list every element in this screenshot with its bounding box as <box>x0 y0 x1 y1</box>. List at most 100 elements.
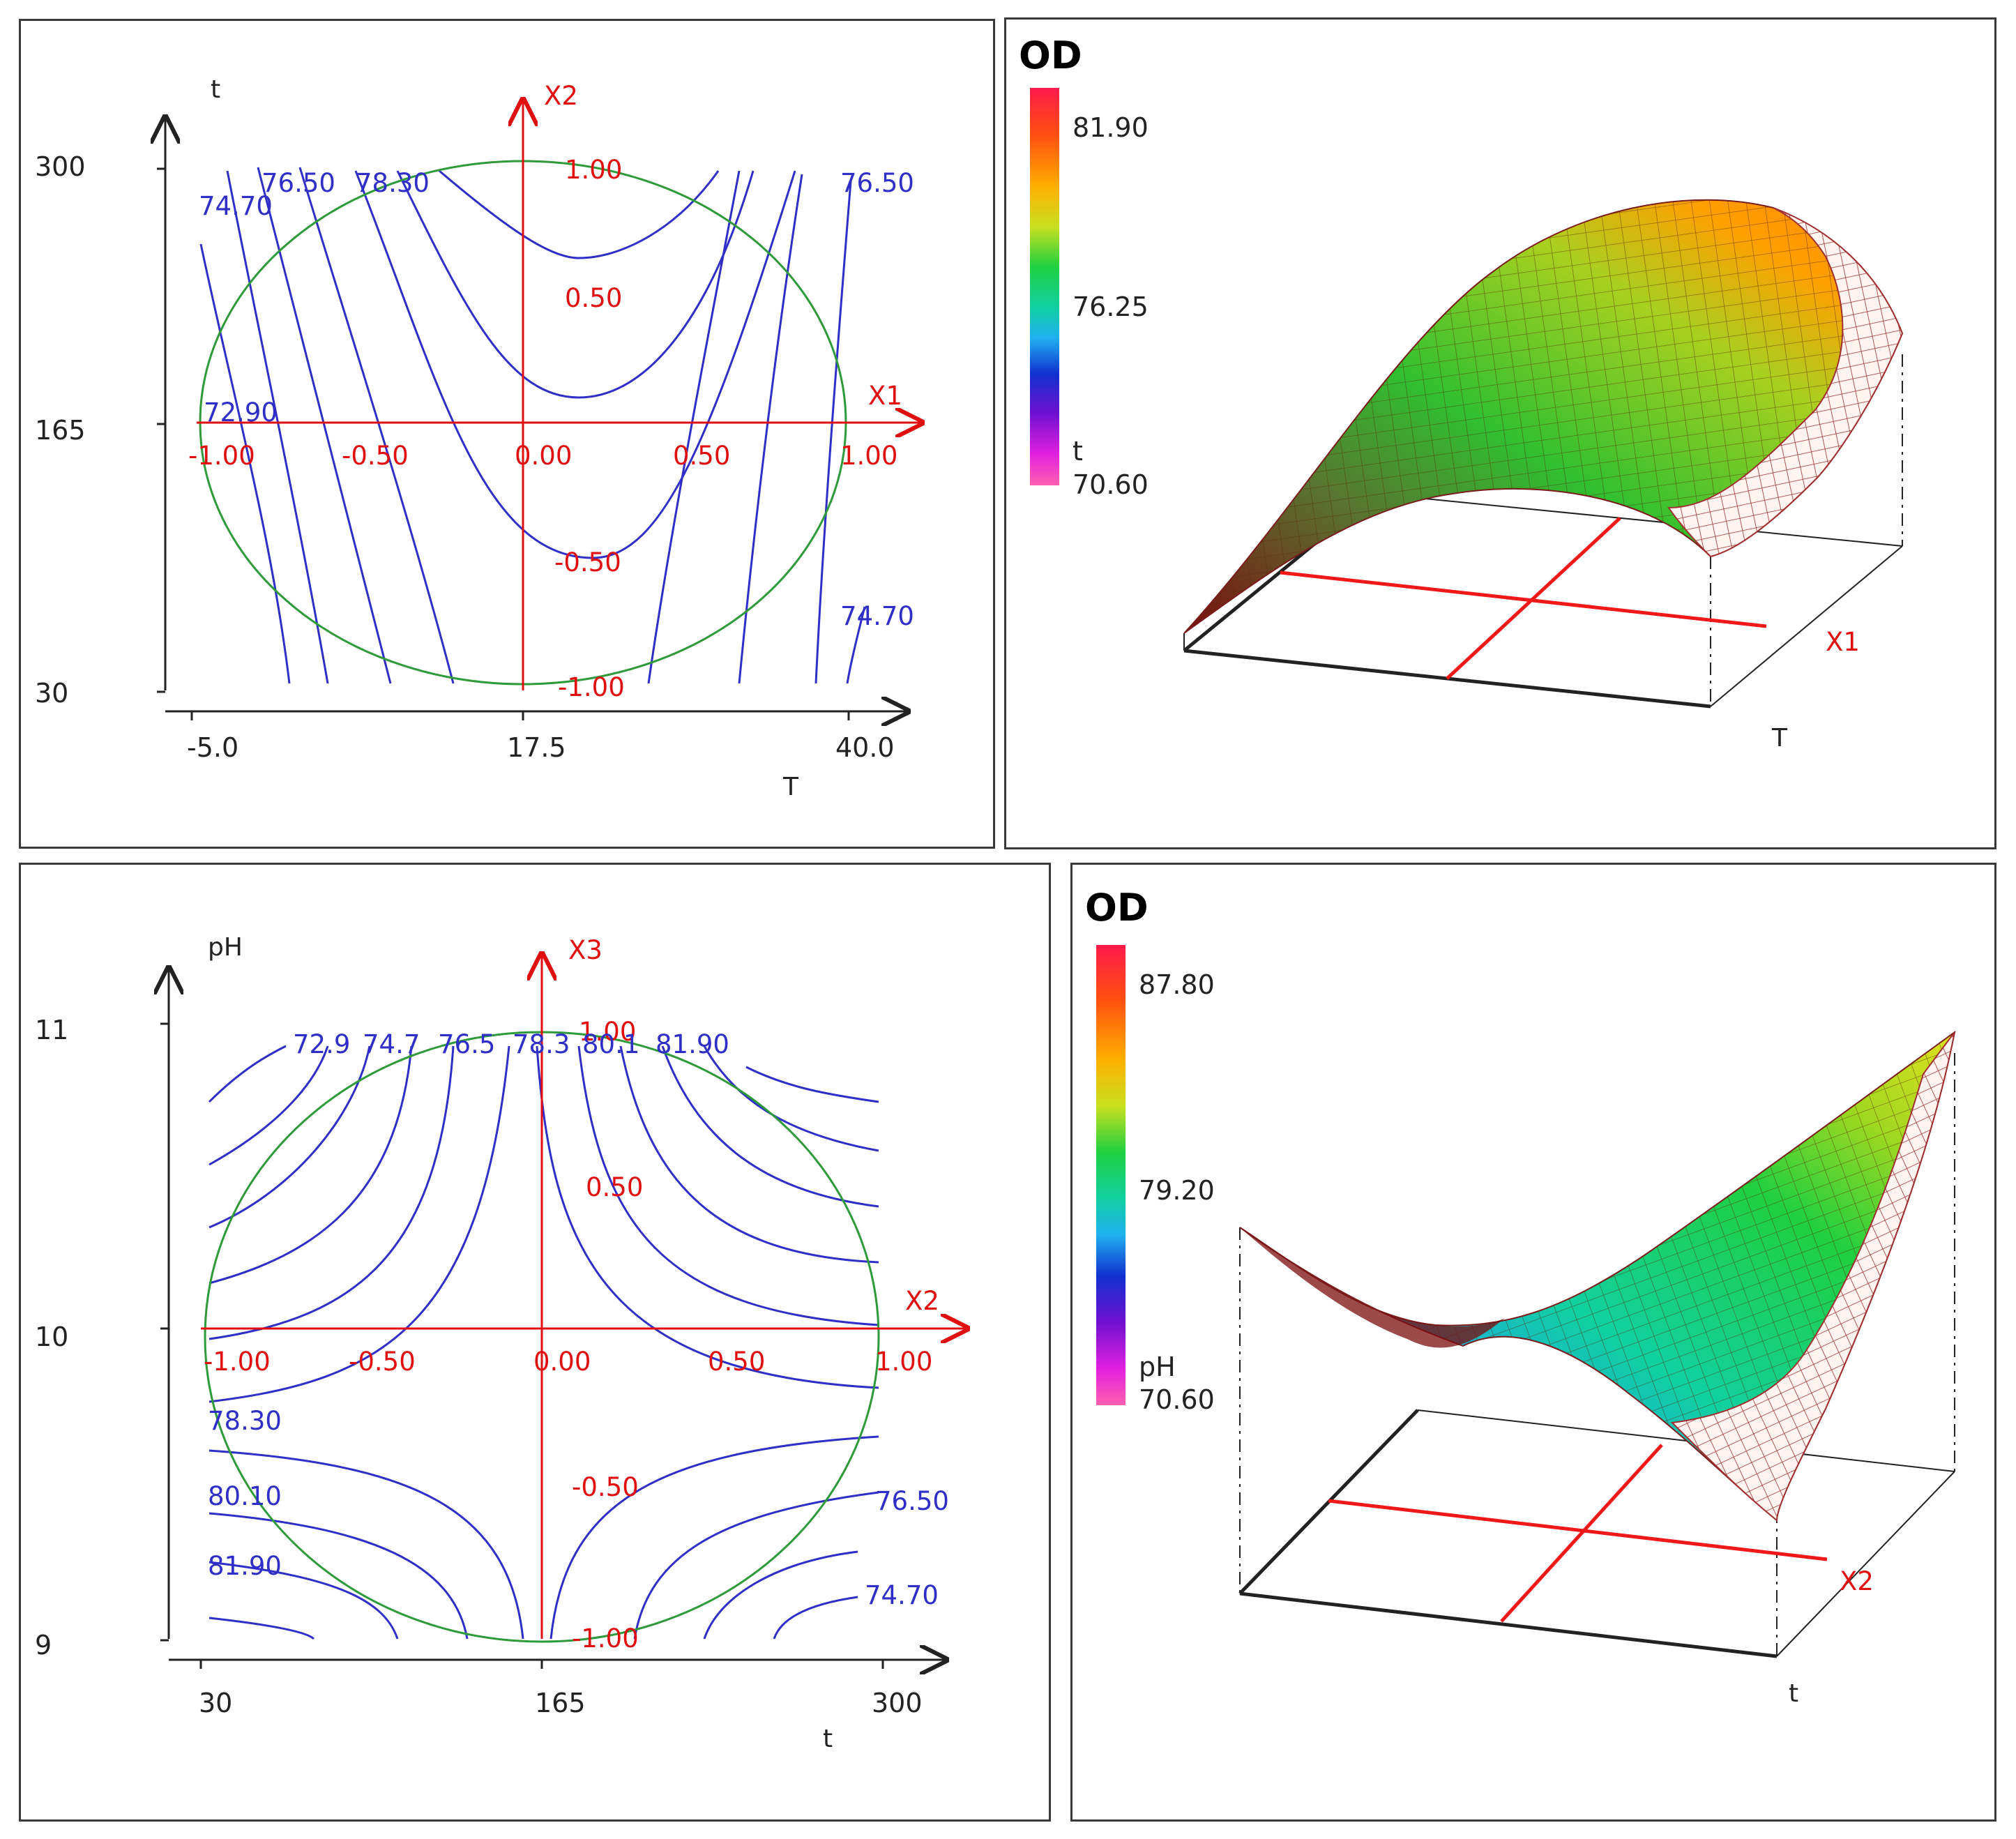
contour-label: 76.50 <box>262 168 335 198</box>
x-axis-coded-label: X1 <box>1826 627 1860 657</box>
x-tick-label: 40.0 <box>835 732 895 763</box>
contour-line <box>633 1491 879 1640</box>
coded-x-tick: 1.00 <box>840 441 897 471</box>
coded-x-axis-label: X2 <box>905 1286 939 1316</box>
colorbar-mid-label: 76.25 <box>1073 292 1149 322</box>
coded-x-tick: -0.50 <box>342 441 409 471</box>
colorbar-max-label: 81.90 <box>1073 112 1149 143</box>
contour-label: 80.1 <box>582 1029 639 1059</box>
contour-line <box>619 1045 879 1264</box>
coded-y-tick: 0.50 <box>565 283 622 313</box>
coded-x-tick: -1.00 <box>204 1347 271 1377</box>
y-tick-label: 9 <box>35 1630 52 1660</box>
contour-line <box>738 174 803 684</box>
coded-x-tick: -0.50 <box>349 1347 416 1377</box>
contour-line <box>846 606 866 684</box>
contour-label: 78.3 <box>513 1029 570 1059</box>
contour-line <box>536 1045 879 1389</box>
contour-line <box>661 1045 879 1208</box>
coded-y-tick: 0.50 <box>586 1172 643 1202</box>
coded-y-tick: -1.00 <box>558 672 625 702</box>
x2-axis-line <box>1446 517 1621 680</box>
contour-line <box>439 169 720 259</box>
base-edge <box>1776 1471 1955 1657</box>
contour-label: 74.7 <box>363 1029 420 1059</box>
contour-line <box>703 1550 858 1640</box>
contour-line <box>773 1596 858 1640</box>
surface-unrendered-mesh-grid <box>1672 1032 1955 1520</box>
y-tick-label: 10 <box>35 1322 68 1352</box>
contour-plot-1: X1 X2 -1.00 -0.50 0.00 0.50 1.00 1.00 0.… <box>35 75 997 801</box>
surface-panel-2: OD 87.80 79.20 pH 70.60 X2 t <box>1070 863 1996 1822</box>
surface-panel-1: OD 81.90 76.25 t 70.60 X1 T <box>1004 17 1996 849</box>
colorbar-var-label: pH <box>1139 1352 1176 1382</box>
base-edge <box>1375 493 1903 547</box>
contour-label: 80.10 <box>208 1481 282 1511</box>
contour-label: 74.70 <box>865 1580 939 1610</box>
contour-line <box>199 243 291 684</box>
coded-y-tick: 1.00 <box>579 1017 636 1047</box>
contour-line <box>257 167 392 684</box>
contour-line <box>354 170 796 559</box>
contour-line <box>209 1045 510 1403</box>
coded-x-tick: 0.00 <box>533 1347 591 1377</box>
contour-line <box>577 1045 879 1326</box>
coded-y-axis-label: X3 <box>568 935 602 965</box>
y-tick-label: 11 <box>35 1015 68 1045</box>
contour-panel-1: X1 X2 -1.00 -0.50 0.00 0.50 1.00 1.00 0.… <box>19 19 995 849</box>
x-tick-label: -5.0 <box>187 732 238 763</box>
x-tick-label: 300 <box>872 1688 923 1718</box>
surface-plot-1: OD 81.90 76.25 t 70.60 X1 T <box>1019 33 1904 752</box>
x-axis-coded-label: X2 <box>1840 1566 1874 1596</box>
contour-line <box>814 181 852 684</box>
coded-y-tick: -0.50 <box>572 1472 639 1502</box>
coded-y-tick: -1.00 <box>572 1624 639 1653</box>
contour-line <box>550 1435 879 1640</box>
contour-line <box>208 1045 287 1103</box>
contour-line <box>745 1066 879 1103</box>
surface-unrendered-mesh-grid <box>1669 208 1902 557</box>
colorbar <box>1096 945 1126 1405</box>
x-tick-label: 165 <box>535 1688 586 1718</box>
coded-y-tick: -0.50 <box>554 547 621 577</box>
y-tick-label: 30 <box>35 678 68 709</box>
coded-x-axis-label: X1 <box>868 381 902 411</box>
contour-line <box>209 1512 469 1640</box>
colorbar <box>1030 88 1059 485</box>
contour-line <box>647 170 741 684</box>
contour-label: 76.5 <box>438 1029 495 1059</box>
coded-x-tick: 0.50 <box>673 441 730 471</box>
colorbar-min-label: 70.60 <box>1139 1384 1215 1415</box>
surface-dark-region <box>1240 1227 1505 1348</box>
colorbar-mid-label: 79.20 <box>1139 1175 1215 1206</box>
contour-label: 72.9 <box>293 1029 350 1059</box>
y-tick-label: 165 <box>35 415 86 446</box>
x2-axis-line <box>1328 1499 1828 1561</box>
contour-line <box>209 1617 315 1640</box>
coded-x-tick: 0.50 <box>708 1347 765 1377</box>
colorbar-min-label: 70.60 <box>1073 469 1149 500</box>
contour-line <box>226 170 329 684</box>
base-edge <box>1239 1591 1778 1658</box>
x-axis-title: T <box>1771 724 1788 752</box>
contour-label: 72.90 <box>204 398 278 427</box>
contour-plot-2: X2 X3 -1.00 -0.50 0.00 0.50 1.00 1.00 0.… <box>35 933 1053 1753</box>
coded-x-tick: -1.00 <box>188 441 255 471</box>
colorbar-var-label: t <box>1073 436 1083 467</box>
x-axis-title: T <box>782 773 799 801</box>
z-axis-title: OD <box>1019 33 1082 77</box>
x-axis-title: t <box>1789 1679 1798 1708</box>
contour-label: 81.90 <box>655 1029 729 1059</box>
contour-panel-2: X2 X3 -1.00 -0.50 0.00 0.50 1.00 1.00 0.… <box>19 863 1051 1822</box>
contour-label: 81.90 <box>208 1551 282 1581</box>
x-axis-title: t <box>823 1725 833 1753</box>
contour-line <box>209 1045 329 1166</box>
x-tick-label: 30 <box>199 1688 232 1718</box>
coded-y-tick: 1.00 <box>565 155 622 185</box>
surface-mesh-overlay <box>1184 199 1902 633</box>
colorbar-max-label: 87.80 <box>1139 969 1215 1000</box>
y-axis-title: t <box>211 75 220 104</box>
contour-label: 74.70 <box>199 191 273 221</box>
contour-line <box>396 170 755 399</box>
coded-x-tick: 1.00 <box>875 1347 932 1377</box>
